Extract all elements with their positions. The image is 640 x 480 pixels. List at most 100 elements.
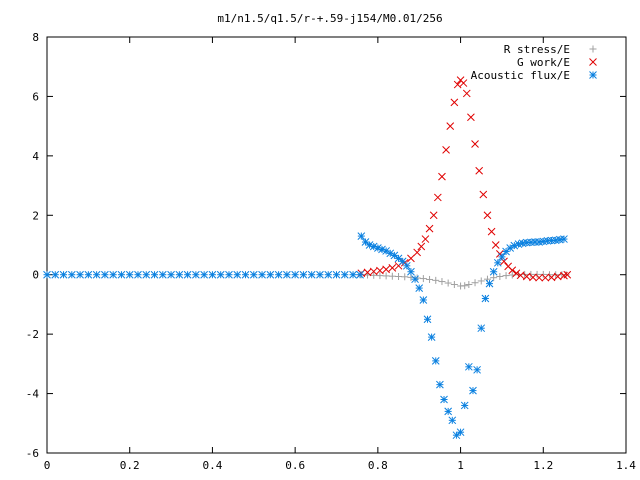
data-point [109,270,118,279]
x-tick-label: 1.4 [616,459,636,472]
data-point [361,238,370,246]
data-point [477,324,486,333]
y-tick-label: 8 [32,31,39,44]
data-point [394,254,403,263]
data-point [475,166,484,175]
data-point [216,270,225,279]
x-tick-label: 0.6 [285,459,305,472]
data-point [553,272,562,281]
data-point [456,428,465,437]
data-point [496,272,504,280]
series-2 [43,232,568,440]
data-point [370,271,378,279]
data-point [233,270,242,279]
y-tick-label: 2 [32,209,39,222]
data-point [460,401,469,410]
data-point [490,274,498,282]
y-tick-label: -6 [26,447,39,460]
data-point [438,278,446,286]
data-point [471,279,479,287]
data-point [283,270,291,279]
data-point [462,89,471,98]
data-point [426,275,434,283]
data-point [469,386,477,395]
data-point [258,270,266,279]
legend-label: Acoustic flux/E [471,69,570,82]
data-point [142,270,151,279]
data-point [425,224,434,233]
data-point [487,227,496,236]
data-point [266,270,275,279]
data-point [340,270,349,279]
data-point [407,254,415,263]
data-point [491,241,500,249]
data-point [448,416,457,425]
data-point [134,270,142,279]
data-point [489,267,498,276]
y-tick-label: 0 [32,269,39,282]
data-point [241,270,250,279]
data-point [529,273,537,282]
data-point [522,272,531,281]
data-point [390,251,399,260]
data-point [516,271,525,280]
y-tick-label: 4 [32,150,39,163]
data-point [436,380,444,389]
data-point [43,270,51,279]
data-point [158,270,167,279]
x-tick-label: 1.2 [533,459,553,472]
data-point [471,140,479,148]
data-point [560,235,568,243]
data-point [84,270,93,279]
data-point [432,276,440,284]
data-point [461,282,469,290]
data-point [274,270,283,279]
data-point [307,270,316,279]
data-point [76,270,84,279]
data-point [464,362,473,371]
data-point [150,270,159,279]
data-point [467,113,475,122]
legend-label: R stress/E [504,43,570,56]
data-point [299,270,308,279]
data-point [374,244,382,252]
data-point [539,270,547,278]
series-0 [357,270,570,290]
data-point [459,79,468,87]
data-point [417,242,426,251]
data-point [431,357,440,365]
data-point [444,407,453,416]
data-point [402,261,411,270]
data-point [291,270,299,279]
data-point [508,266,517,275]
y-tick-label: 6 [32,90,39,103]
data-point [249,270,258,279]
x-tick-label: 0 [44,459,51,472]
data-point [481,294,490,303]
data-point [444,279,452,287]
y-tick-label: -2 [26,328,39,341]
legend-marker [589,71,597,79]
y-tick-label: -4 [26,388,40,401]
data-point [92,270,101,279]
data-point [332,270,341,279]
data-point [442,146,450,154]
data-point [493,258,502,267]
data-point [192,270,200,279]
data-point [395,272,403,280]
data-point [59,270,68,279]
data-point [349,270,357,279]
data-point [376,266,384,275]
data-point [453,80,462,89]
data-point [483,211,492,220]
data-point [446,122,455,130]
data-point [101,270,109,279]
data-point [415,284,424,292]
data-point [477,277,485,285]
series-layer [43,76,572,440]
data-point [67,270,76,279]
data-point [510,241,519,250]
data-point [316,270,324,279]
data-point [363,268,372,277]
